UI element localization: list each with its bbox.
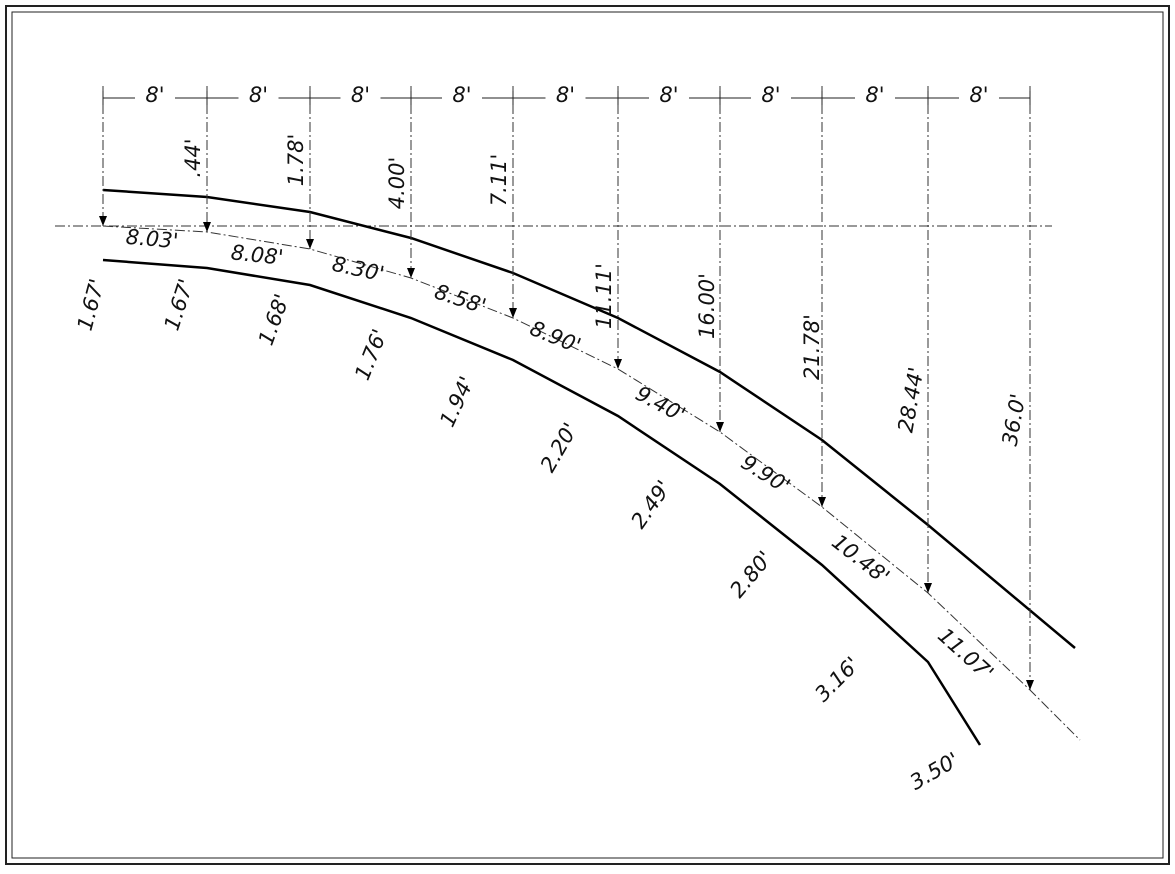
offset-label: 36.0' (998, 392, 1031, 448)
offset-label: .44' (181, 138, 205, 177)
chord-label: 9.40' (632, 381, 690, 427)
offset-label: 11.11' (592, 263, 616, 329)
arrowhead (306, 239, 314, 249)
width-label: 2.80' (725, 547, 777, 603)
arrowhead (99, 216, 107, 226)
width-label: 1.67' (73, 276, 110, 333)
spacing-label: 8' (659, 83, 678, 107)
offset-label: 21.78' (800, 314, 824, 380)
arrowhead (407, 268, 415, 278)
chord-label: 9.90' (737, 450, 794, 498)
width-label: 1.76' (350, 326, 392, 384)
chord-label: 11.07' (933, 623, 998, 685)
width-label: 1.67' (160, 276, 199, 333)
chord-label: 8.30' (330, 252, 386, 286)
spacing-label: 8' (452, 83, 471, 107)
spacing-label: 8' (969, 83, 988, 107)
chord-label: 8.58' (432, 280, 489, 319)
width-label: 2.49' (626, 476, 676, 533)
arrowhead (203, 222, 211, 232)
width-label: 1.68' (254, 291, 295, 349)
chord-label: 8.08' (230, 240, 285, 269)
spacing-label: 8' (145, 83, 164, 107)
arrowhead (1026, 680, 1034, 690)
offset-label: 4.00' (385, 157, 409, 210)
arrowhead (924, 583, 932, 593)
offset-label: 7.11' (487, 154, 511, 207)
chord-label: 8.03' (125, 225, 179, 253)
chord-label: 8.90' (527, 316, 585, 358)
spacing-label: 8' (249, 83, 268, 107)
spacing-label: 8' (761, 83, 780, 107)
spacing-label: 8' (556, 83, 575, 107)
outer-border (6, 6, 1169, 864)
spacing-label: 8' (351, 83, 370, 107)
width-label: 2.20' (536, 419, 583, 476)
width-label: 3.50' (906, 748, 963, 795)
offset-label: 16.00' (695, 273, 719, 339)
width-label: 3.16' (810, 652, 864, 706)
width-label: 1.94' (435, 373, 479, 431)
offset-label: 28.44' (893, 365, 928, 434)
drawing: 8' 8' 8' 8' 8' 8' 8' 8' 8' .44' 1.78' 4.00' 7.11' 11.… (0, 0, 1175, 870)
offset-label: 1.78' (284, 134, 308, 187)
spacing-label: 8' (865, 83, 884, 107)
